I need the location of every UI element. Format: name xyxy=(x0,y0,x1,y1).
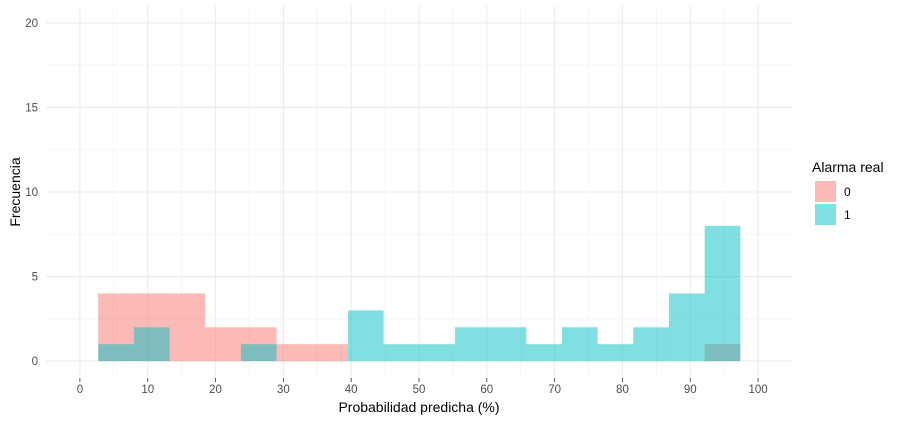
histogram-bar-series-1 xyxy=(704,225,741,362)
histogram-bar-series-1 xyxy=(383,344,420,362)
legend-label-1: 1 xyxy=(844,208,851,222)
histogram-bar-series-1 xyxy=(133,327,170,362)
histogram-bar-series-0 xyxy=(312,344,348,362)
x-tick-label: 30 xyxy=(277,384,290,396)
histogram-bar-series-1 xyxy=(597,344,634,362)
x-tick-label: 100 xyxy=(748,384,767,396)
x-tick-label: 70 xyxy=(548,384,561,396)
x-tick-label: 40 xyxy=(345,384,358,396)
x-tick-label: 60 xyxy=(480,384,493,396)
y-axis-title: Frecuencia xyxy=(7,157,23,226)
x-tick-label: 0 xyxy=(77,384,83,396)
histogram-bar-series-1 xyxy=(240,344,277,362)
histogram-bar-series-1 xyxy=(668,293,705,362)
y-tick-label: 5 xyxy=(32,272,38,284)
histogram-bar-series-1 xyxy=(454,327,491,362)
histogram-bar-series-0 xyxy=(276,344,313,362)
y-tick-label: 20 xyxy=(25,18,38,30)
x-tick-label: 50 xyxy=(413,384,426,396)
legend-label-0: 0 xyxy=(844,185,851,199)
legend: Alarma real 0 1 xyxy=(812,159,884,225)
histogram-bar-series-0 xyxy=(169,293,206,362)
x-tick-label: 20 xyxy=(209,384,222,396)
y-tick-label: 10 xyxy=(25,187,38,199)
histogram-bar-series-1 xyxy=(419,344,455,362)
histogram-bar-series-1 xyxy=(561,327,598,362)
x-tick-label: 10 xyxy=(141,384,154,396)
x-axis-ticks: 0 10 20 30 40 50 60 70 80 90 100 xyxy=(77,378,768,396)
histogram-bar-series-1 xyxy=(347,310,384,362)
x-tick-label: 80 xyxy=(616,384,629,396)
histogram-bar-series-0 xyxy=(205,327,241,362)
legend-swatch-1 xyxy=(815,204,836,225)
histogram-bar-series-1 xyxy=(633,327,669,362)
legend-title: Alarma real xyxy=(812,159,884,175)
histogram-bar-series-1 xyxy=(98,344,134,362)
y-axis-ticks: 0 5 10 15 20 xyxy=(25,18,38,368)
legend-swatch-0 xyxy=(815,181,836,202)
histogram-bar-series-1 xyxy=(526,344,562,362)
x-tick-label: 90 xyxy=(684,384,697,396)
bars-layer xyxy=(98,225,741,362)
histogram-bar-series-1 xyxy=(490,327,527,362)
x-axis-title: Probabilidad predicha (%) xyxy=(338,399,499,415)
y-tick-label: 0 xyxy=(32,356,38,368)
y-tick-label: 15 xyxy=(25,102,38,114)
